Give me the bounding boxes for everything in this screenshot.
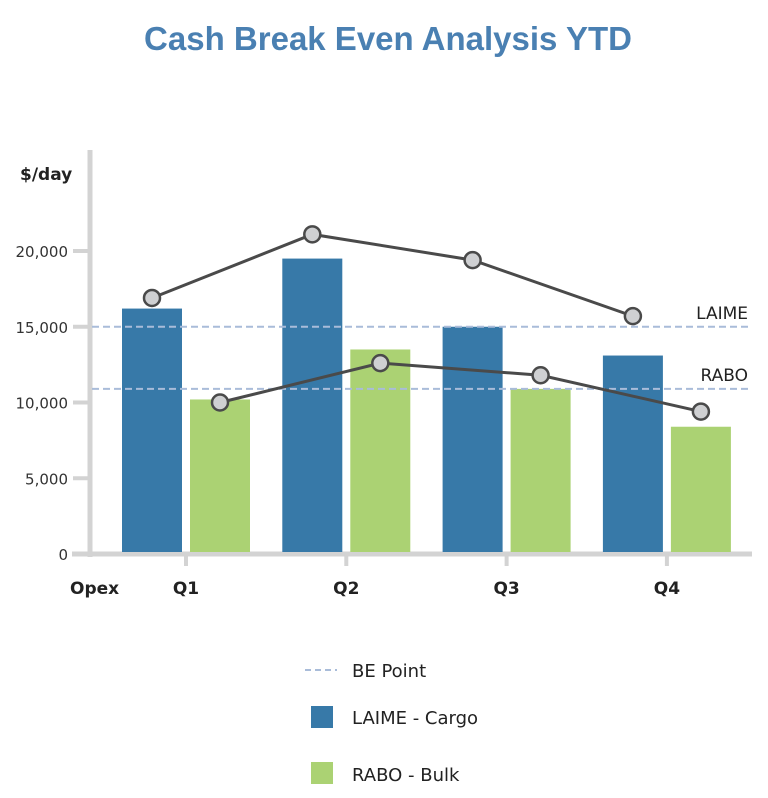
bar-rabo-bulk [670,426,731,552]
bar-laime-cargo [442,326,503,552]
y-tick-label: 0 [58,546,68,564]
x-tick-label: Q3 [493,579,519,599]
chart-title: Cash Break Even Analysis YTD [144,20,632,57]
bar-laime-cargo [122,308,182,552]
legend-rabo-swatch [311,762,333,784]
legend-laime-swatch [311,706,333,728]
line-series-1 [151,232,634,318]
plot-area: 0 5,000 10,000 15,000 20,000 Q1 Q2 Q3 Q4 LAIME RAB… [16,150,752,599]
bar-laime-cargo [282,258,343,552]
be-point-label-laime: LAIME [696,304,748,324]
y-axis-label: $/day [20,165,72,185]
line-point-marker [142,288,162,308]
y-tick-label: 20,000 [16,243,69,261]
line-point-marker [303,225,322,244]
y-tick-label: 5,000 [25,470,68,488]
y-tick-label: 10,000 [16,395,69,413]
x-axis-label: Opex [70,579,119,599]
line-point-marker [463,250,482,270]
line-point-marker [210,393,230,412]
x-tick-label: Q2 [333,579,359,599]
line-point-marker [691,402,711,421]
bar-rabo-bulk [350,349,411,552]
bar-rabo-bulk [190,399,250,552]
bar-rabo-bulk [510,388,571,552]
x-tick-label: Q4 [654,579,680,599]
x-tick-label: Q1 [173,579,199,599]
line-point-marker [623,306,643,326]
legend: BE Point LAIME - Cargo RABO - Bulk [305,661,478,786]
line-point-marker [371,353,390,373]
line-point-marker [531,365,550,385]
legend-be-point-label: BE Point [352,661,426,682]
line-series-2 [219,361,702,414]
legend-laime-label: LAIME - Cargo [352,708,478,729]
be-point-label-rabo: RABO [701,366,749,386]
y-tick-label: 15,000 [16,319,69,337]
bar-laime-cargo [602,355,663,552]
legend-rabo-label: RABO - Bulk [352,765,460,786]
